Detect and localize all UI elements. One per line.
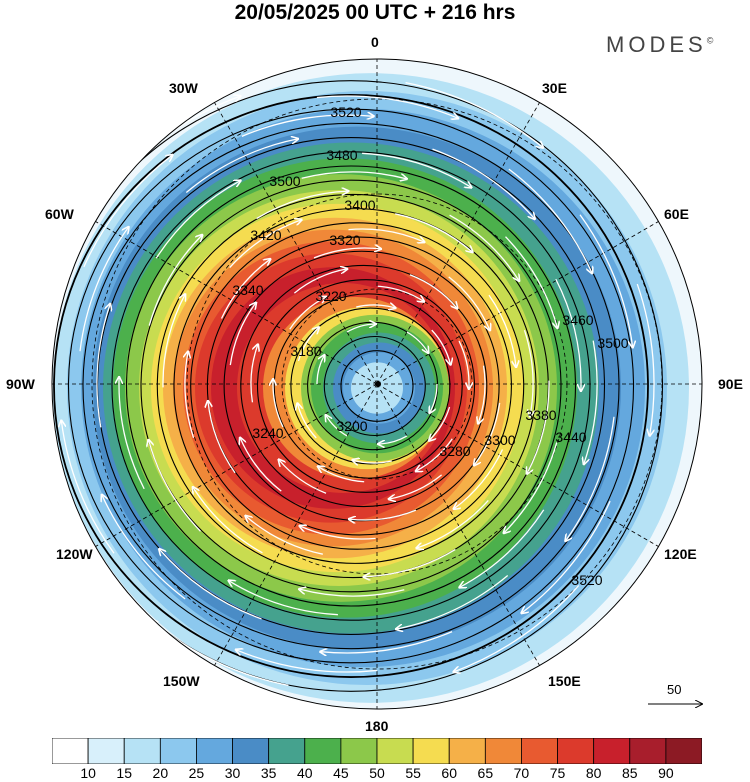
colorbar-label: 70 xyxy=(513,765,530,781)
colorbar-swatch xyxy=(376,738,414,764)
contour-label: 3200 xyxy=(336,418,367,434)
contour-label: 3500 xyxy=(269,173,300,189)
colorbar-swatch xyxy=(304,738,342,764)
colorbar-label: 60 xyxy=(441,765,458,781)
colorbar-swatch xyxy=(593,738,631,764)
wind-streamlines xyxy=(52,82,655,686)
map-title: 20/05/2025 00 UTC + 216 hrs xyxy=(234,1,516,24)
colorbar-swatch xyxy=(412,738,450,764)
longitude-label: 120E xyxy=(664,546,697,562)
contour-label: 3300 xyxy=(484,432,515,448)
longitude-label: 60W xyxy=(45,206,74,222)
longitude-label: 120W xyxy=(56,546,93,562)
contour-label: 3460 xyxy=(562,312,593,328)
contour-label: 3240 xyxy=(252,425,283,441)
colorbar-label: 45 xyxy=(333,765,349,781)
colorbar-label: 50 xyxy=(369,765,385,781)
colorbar-label: 10 xyxy=(80,765,96,781)
colorbar-swatch xyxy=(232,738,270,764)
colorbar-label: 25 xyxy=(188,765,205,781)
colorbar-label: 20 xyxy=(152,765,169,781)
contour-label: 3340 xyxy=(232,282,263,298)
map-border xyxy=(51,58,703,710)
brand-logo: MODES© xyxy=(606,32,714,57)
colorbar-swatch xyxy=(448,738,486,764)
longitude-label: 180 xyxy=(365,718,389,734)
colorbar-label: 15 xyxy=(116,765,133,781)
longitude-label: 60E xyxy=(664,206,689,222)
colorbar-swatch xyxy=(87,738,125,764)
contour-label: 3440 xyxy=(555,429,586,445)
contour-label: 3520 xyxy=(330,104,361,120)
colorbar-swatch xyxy=(268,738,306,764)
contour-label: 3180 xyxy=(290,343,321,359)
reference-vector-arrow xyxy=(648,680,710,710)
colorbar-swatch xyxy=(123,738,161,764)
contour-label: 3220 xyxy=(315,288,346,304)
longitude-label: 90E xyxy=(718,376,743,392)
contour-labels: 3520 3480 3500 3400 3420 3320 3340 3220 3180 3200… xyxy=(232,104,628,588)
colorbar-label: 40 xyxy=(296,765,313,781)
colorbar-label: 75 xyxy=(549,765,566,781)
colorbar-label: 90 xyxy=(658,765,674,781)
colorbar-swatch xyxy=(52,738,89,764)
contour-label: 3320 xyxy=(329,232,360,248)
colorbar-label: 35 xyxy=(260,765,277,781)
longitude-label: 150E xyxy=(548,673,581,689)
colorbar-swatch xyxy=(340,738,378,764)
longitude-label: 30W xyxy=(169,80,198,96)
contour-label: 3420 xyxy=(250,227,281,243)
contour-label: 3520 xyxy=(571,572,602,588)
longitude-label: 30E xyxy=(542,80,567,96)
colorbar-label: 65 xyxy=(477,765,494,781)
colorbar-swatch xyxy=(159,738,197,764)
colorbar-swatch xyxy=(521,738,558,764)
longitude-label: 150W xyxy=(163,673,200,689)
colorbar-label: 80 xyxy=(585,765,602,781)
colorbar-label: 55 xyxy=(405,765,421,781)
reference-vector-label: 50 xyxy=(667,682,682,697)
colorbar-label: 30 xyxy=(224,765,241,781)
longitude-label: 90W xyxy=(6,376,35,392)
colorbar-swatch xyxy=(196,738,233,764)
pole-marker xyxy=(375,381,381,387)
contour-label: 3280 xyxy=(439,443,470,459)
colorbar-swatch xyxy=(629,738,667,764)
colorbar-swatch xyxy=(484,738,522,764)
colorbar-swatch xyxy=(557,738,595,764)
colorbar-swatch xyxy=(665,738,702,764)
colorbar xyxy=(52,738,702,764)
contour-label: 3400 xyxy=(344,197,375,213)
contour-label: 3380 xyxy=(525,407,556,423)
longitude-label: 0 xyxy=(371,34,379,50)
colorbar-label: 85 xyxy=(621,765,638,781)
contour-label: 3500 xyxy=(597,335,628,351)
contour-label: 3480 xyxy=(326,147,357,163)
